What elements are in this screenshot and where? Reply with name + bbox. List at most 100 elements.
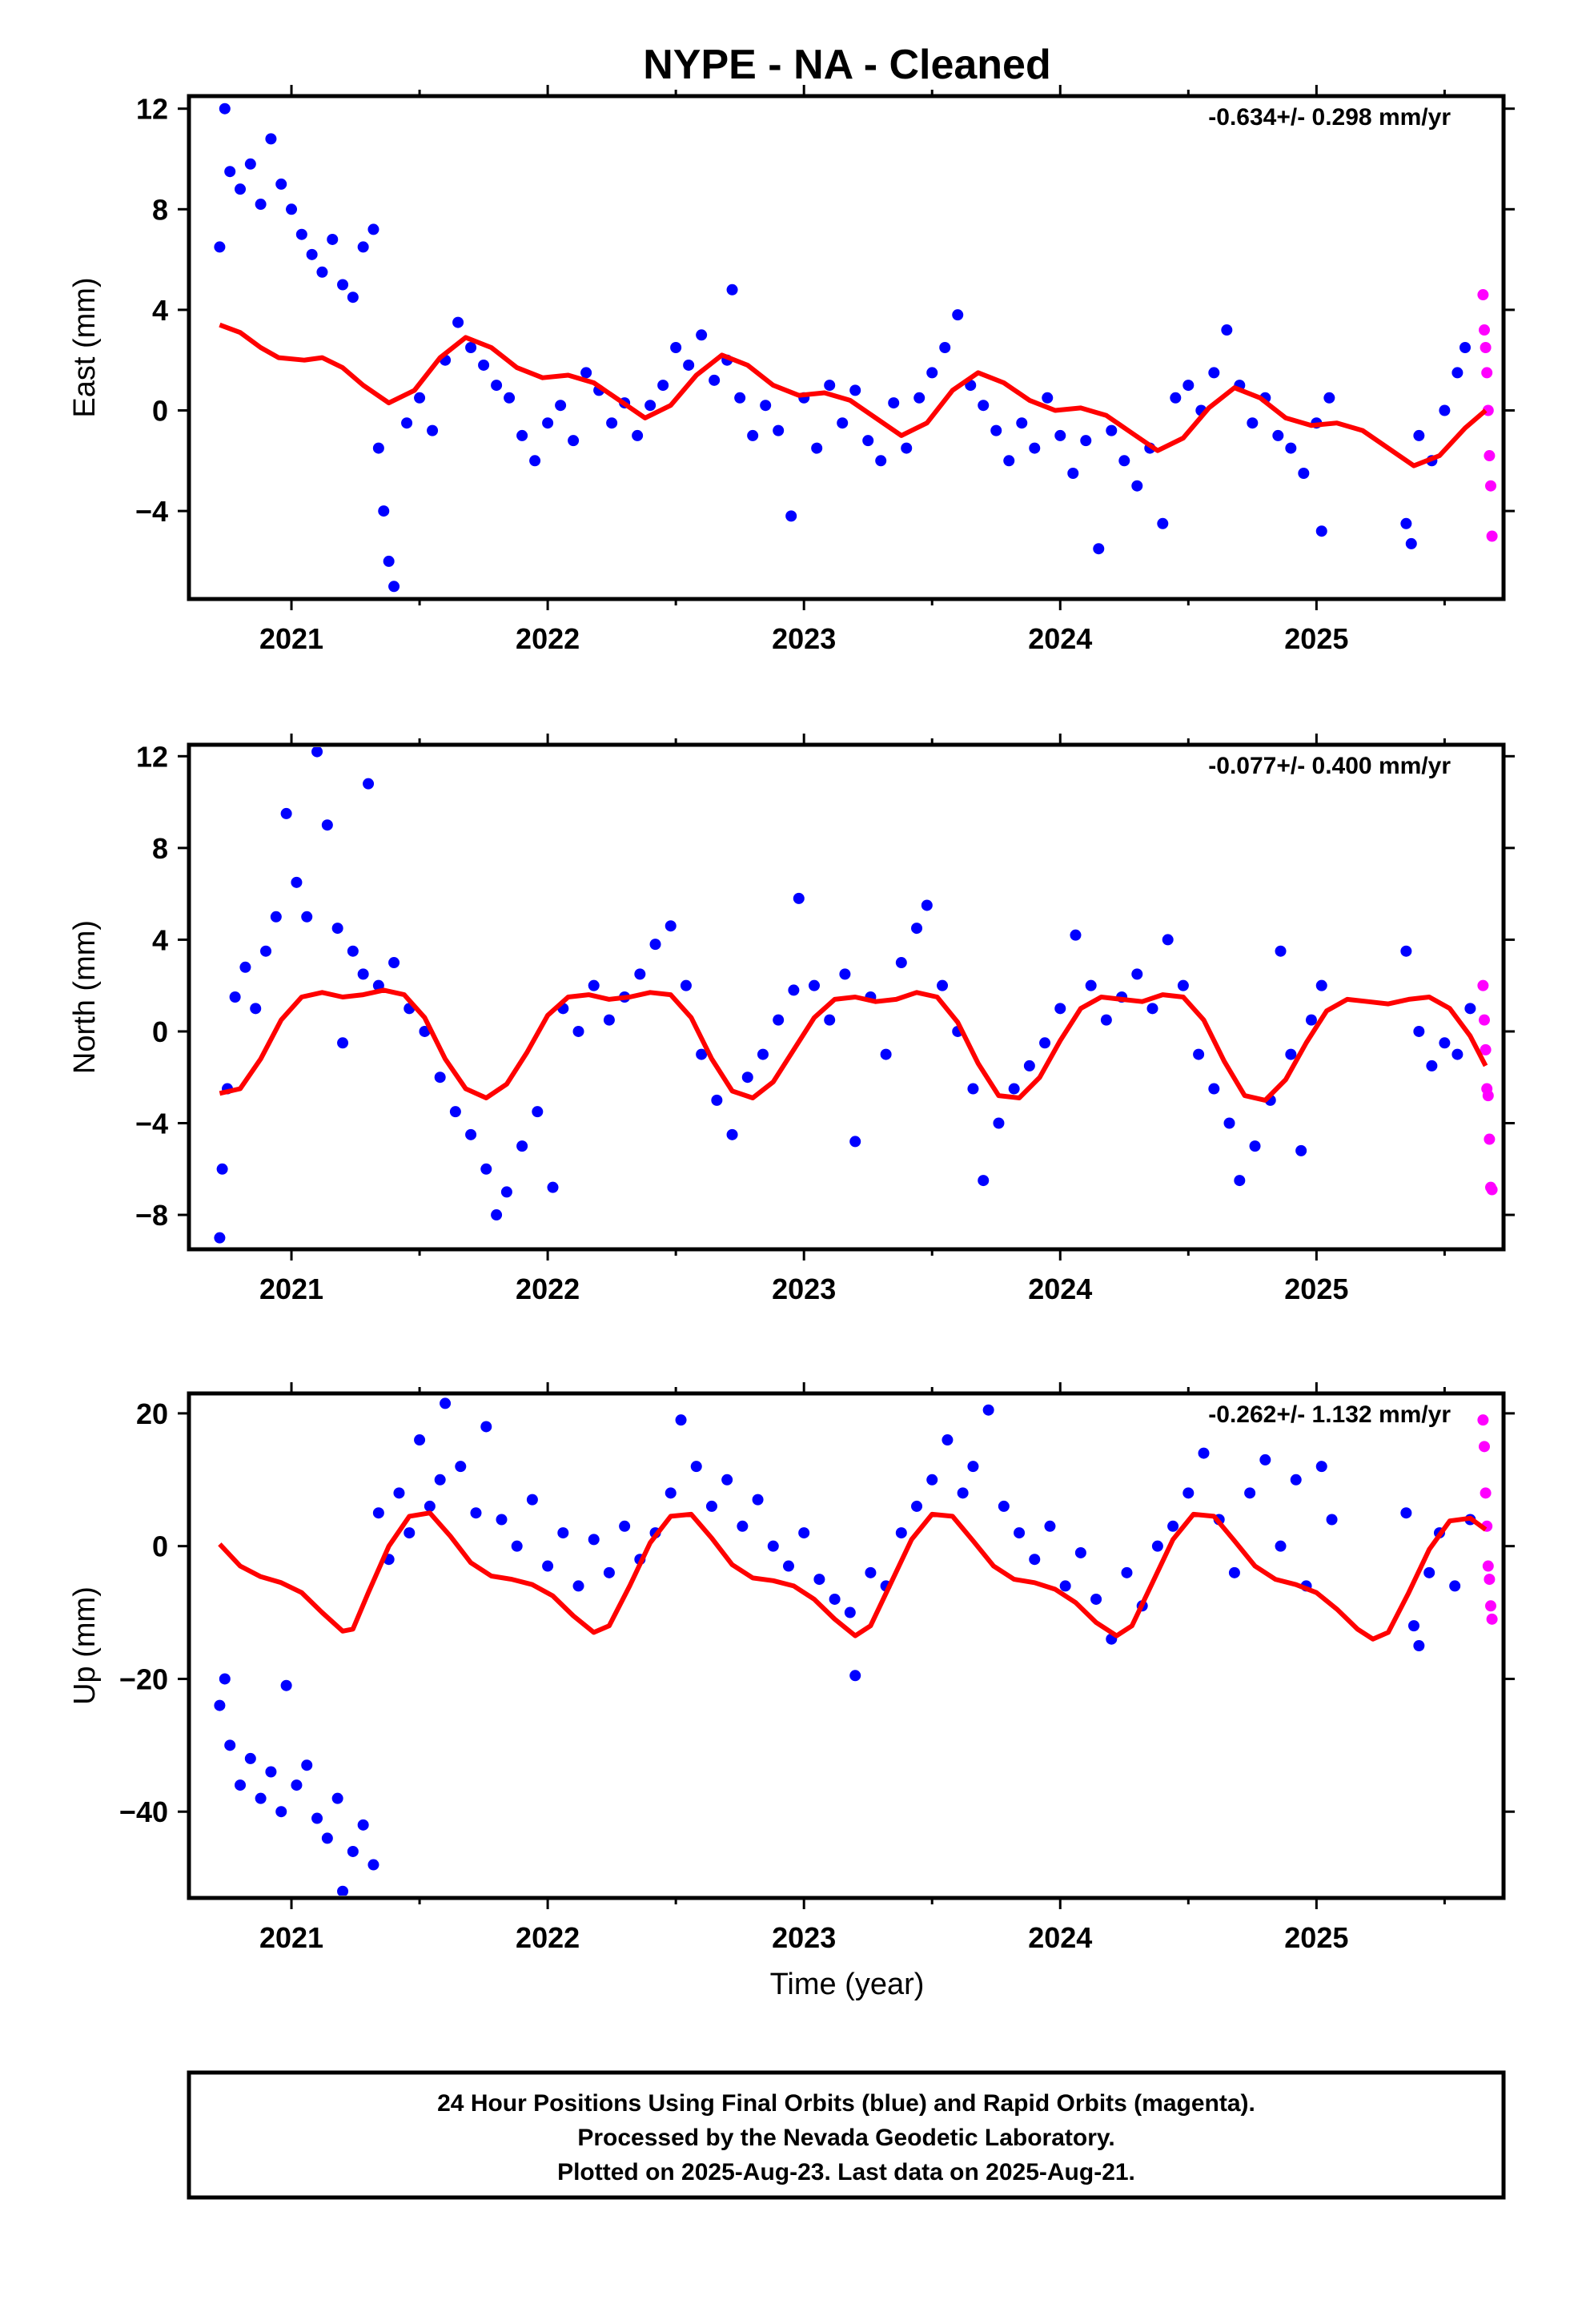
north-data-layer xyxy=(214,747,1498,1244)
east-final-point xyxy=(978,400,990,412)
north-y-tick-label: −4 xyxy=(135,1108,168,1140)
up-rapid-point xyxy=(1477,1414,1489,1426)
up-final-point xyxy=(372,1507,384,1519)
north-final-point xyxy=(214,1232,226,1244)
up-final-point xyxy=(367,1859,379,1871)
east-final-point xyxy=(952,309,964,321)
north-final-point xyxy=(260,945,272,957)
up-final-point xyxy=(542,1560,554,1572)
up-rapid-point xyxy=(1482,1560,1494,1572)
east-final-point xyxy=(1106,424,1118,436)
east-final-point xyxy=(235,183,247,195)
up-final-point xyxy=(255,1792,267,1804)
up-final-point xyxy=(347,1845,359,1857)
north-final-point xyxy=(1400,945,1412,957)
east-final-point xyxy=(555,400,567,412)
east-final-point xyxy=(316,266,328,278)
up-final-point xyxy=(496,1514,508,1526)
up-final-point xyxy=(603,1566,615,1578)
east-y-axis-label: East (mm) xyxy=(68,277,102,417)
up-x-tick-label: 2022 xyxy=(516,1921,580,1954)
east-final-point xyxy=(1413,429,1425,441)
east-final-point xyxy=(1093,543,1105,555)
up-final-point xyxy=(1014,1527,1026,1539)
north-x-tick-label: 2025 xyxy=(1284,1273,1348,1305)
north-final-point xyxy=(216,1163,228,1175)
east-final-point xyxy=(337,279,349,291)
north-final-point xyxy=(1426,1059,1438,1072)
north-final-point xyxy=(773,1014,785,1026)
north-y-axis-label: North (mm) xyxy=(68,920,102,1074)
east-final-point xyxy=(773,424,785,436)
up-y-tick-label: 20 xyxy=(136,1397,168,1430)
north-final-point xyxy=(1285,1048,1297,1060)
up-final-point xyxy=(455,1461,467,1473)
east-final-point xyxy=(286,203,298,215)
up-final-point xyxy=(895,1527,907,1539)
east-final-point xyxy=(709,374,721,386)
up-y-axis-label: Up (mm) xyxy=(68,1586,102,1705)
north-x-tick-label: 2023 xyxy=(772,1273,836,1305)
north-final-point xyxy=(357,968,369,980)
east-final-point xyxy=(244,158,256,170)
east-final-point xyxy=(747,429,759,441)
east-final-point xyxy=(306,248,318,260)
up-final-point xyxy=(557,1527,569,1539)
north-model-curve xyxy=(219,987,1488,1103)
north-rate-text: -0.077+/- 0.400 mm/yr xyxy=(1208,753,1451,779)
north-final-point xyxy=(1208,1083,1220,1095)
up-final-point xyxy=(393,1487,405,1499)
north-final-point xyxy=(1464,1003,1476,1015)
north-final-point xyxy=(347,945,359,957)
north-final-point xyxy=(301,911,313,923)
up-rapid-point xyxy=(1480,1487,1492,1499)
north-final-point xyxy=(547,1181,559,1193)
north-x-tick-label: 2024 xyxy=(1028,1273,1092,1305)
east-model-curve xyxy=(219,322,1488,468)
north-final-point xyxy=(465,1128,477,1140)
north-final-point xyxy=(1162,934,1174,946)
east-final-point xyxy=(913,392,926,404)
east-final-point xyxy=(1003,455,1015,467)
north-rapid-point xyxy=(1482,1090,1494,1102)
up-final-point xyxy=(865,1566,877,1578)
up-rapid-point xyxy=(1486,1613,1498,1625)
up-final-point xyxy=(998,1500,1010,1512)
up-final-point xyxy=(1244,1487,1256,1499)
north-final-point xyxy=(911,923,923,935)
north-final-point xyxy=(895,957,907,969)
north-final-point xyxy=(311,747,323,758)
up-final-point xyxy=(982,1404,994,1416)
up-data-layer xyxy=(214,1397,1498,1896)
north-final-point xyxy=(500,1186,512,1198)
up-final-point xyxy=(1167,1520,1179,1532)
north-x-tick-label: 2022 xyxy=(516,1273,580,1305)
east-final-point xyxy=(734,392,746,404)
east-final-point xyxy=(1170,392,1182,404)
up-final-point xyxy=(214,1699,226,1711)
east-final-point xyxy=(632,429,644,441)
north-final-point xyxy=(280,807,292,819)
up-final-point xyxy=(244,1752,256,1764)
up-final-point xyxy=(798,1527,810,1539)
up-x-tick-label: 2025 xyxy=(1284,1921,1348,1954)
north-final-point xyxy=(649,939,661,951)
up-final-point xyxy=(844,1606,856,1618)
up-final-point xyxy=(414,1434,426,1446)
east-final-point xyxy=(542,417,554,429)
up-final-point xyxy=(829,1593,841,1605)
up-final-point xyxy=(1400,1507,1412,1519)
north-final-point xyxy=(516,1140,528,1152)
east-final-point xyxy=(1298,468,1310,479)
up-final-point xyxy=(480,1421,492,1433)
north-final-point xyxy=(921,899,933,911)
north-final-point xyxy=(824,1014,836,1026)
north-final-point xyxy=(229,991,241,1003)
east-rapid-point xyxy=(1481,367,1493,379)
east-final-point xyxy=(939,342,951,353)
east-final-point xyxy=(224,166,236,178)
north-final-point xyxy=(363,778,375,790)
north-final-point xyxy=(1085,979,1097,991)
up-y-tick-label: −20 xyxy=(119,1663,168,1695)
up-final-point xyxy=(235,1779,247,1791)
